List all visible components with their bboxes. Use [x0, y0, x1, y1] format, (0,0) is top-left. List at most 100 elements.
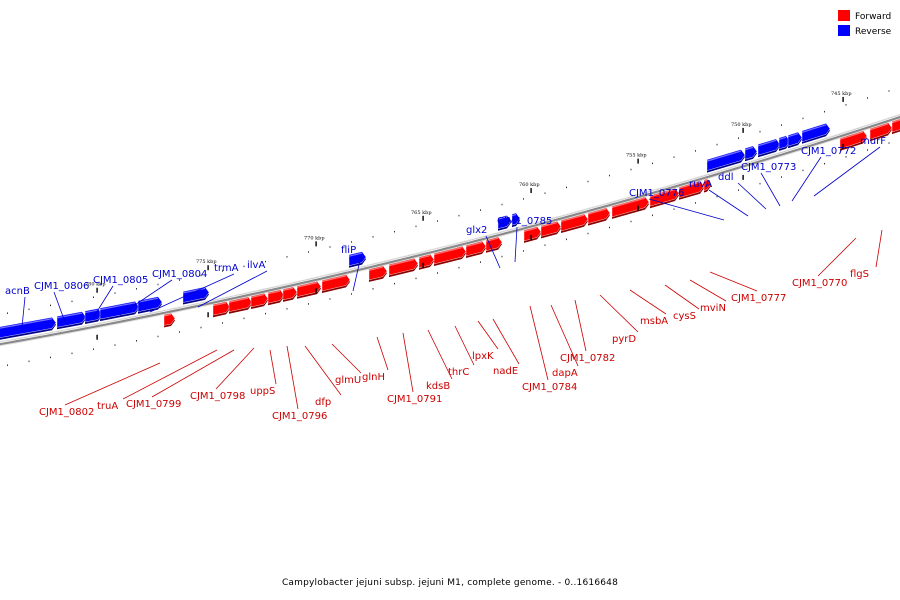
leader-line-cjm1-0798 — [215, 347, 255, 390]
minor-tick-upper — [458, 214, 460, 217]
forward-gene-cjm1-0796: CJM1_0796 — [272, 411, 327, 422]
reverse-gene-block-12 — [778, 135, 791, 151]
gene-highlight — [433, 246, 463, 256]
leader-line-cjm1-0784 — [529, 305, 549, 381]
gene-highlight — [418, 254, 431, 259]
gene-labels: acnB CJM1_0806 CJM1_0805 CJM1_0804 trmA ilvA f… — [5, 136, 886, 422]
scale-tick-750-kbp-lower — [742, 174, 744, 180]
scale-tick-780-kbp-lower — [96, 334, 98, 340]
forward-gene-cyss: cysS — [673, 311, 696, 322]
reverse-gene-cjm1-0806: CJM1_0806 — [34, 281, 89, 292]
leader-line-upps — [269, 349, 277, 385]
minor-tick-upper — [867, 97, 868, 99]
minor-tick-lower — [415, 277, 417, 280]
gene-highlight — [869, 123, 889, 131]
gene-label-cjm1-0796: CJM1_0796 — [272, 411, 327, 422]
gene-label-glmu: glmU — [335, 375, 361, 386]
minor-tick-upper — [695, 150, 696, 152]
minor-tick-upper — [329, 246, 331, 248]
genome-backbone — [0, 113, 900, 347]
reverse-gene-flip: fliP — [341, 245, 356, 256]
leader-line-cjm1-0785 — [514, 226, 518, 263]
leader-line-flgs — [875, 229, 883, 268]
minor-tick-lower — [157, 335, 159, 338]
gene-label-cjm1-0802: CJM1_0802 — [39, 407, 94, 418]
gene-label-cjm1-0785: CJM1_0785 — [497, 216, 552, 227]
gene-highlight — [649, 188, 676, 198]
forward-gene-block-5 — [282, 286, 298, 302]
minor-tick-upper — [587, 180, 589, 183]
forward-gene-cjm1-0798: CJM1_0798 — [190, 391, 245, 402]
gene-label-mvin: mviN — [700, 303, 726, 314]
reverse-gene-cjm1-0804: CJM1_0804 — [152, 269, 207, 280]
gene-label-nade: nadE — [493, 366, 518, 377]
forward-gene-cjm1-0777: CJM1_0777 — [731, 293, 786, 304]
gene-label-cjm1-0776: CJM1_0776 — [629, 188, 684, 199]
leader-line-cyss — [664, 284, 700, 310]
leader-line-cjm1-0791 — [402, 332, 414, 393]
gene-body — [497, 215, 512, 229]
minor-tick-upper — [372, 236, 374, 238]
leader-line-dapa — [550, 304, 579, 367]
scale-tick-760-kbp-upper — [530, 188, 532, 194]
gene-body — [706, 149, 746, 171]
minor-tick-upper — [265, 260, 266, 263]
reverse-gene-block-0 — [0, 317, 57, 340]
gene-label-trua: truA — [97, 401, 118, 412]
leader-line-cjm1-0770 — [817, 237, 857, 277]
forward-gene-mvin: mviN — [700, 303, 726, 314]
leader-line-murf — [813, 146, 881, 197]
gene-body — [787, 131, 803, 147]
gene-label-kdsb: kdsB — [426, 381, 450, 392]
reverse-gene-cjm1-0773: CJM1_0773 — [741, 162, 796, 173]
leader-line-cjm1-0777 — [709, 271, 758, 292]
forward-gene-block-24 — [891, 118, 900, 135]
gene-label-thrc: thrC — [448, 367, 469, 378]
forward-gene-cjm1-0799: CJM1_0799 — [126, 399, 181, 410]
minor-tick-upper — [351, 241, 352, 243]
minor-tick-lower — [114, 344, 116, 346]
minor-tick-upper — [824, 110, 825, 113]
gene-label-trma: trmA — [214, 263, 239, 274]
scale-tick-770-kbp-upper — [315, 241, 317, 247]
gene-highlight — [368, 266, 384, 272]
gene-label-glx2: glx2 — [466, 225, 487, 236]
gene-highlight — [84, 309, 99, 314]
scale-tick-765-kbp-lower — [422, 262, 424, 268]
gene-body — [891, 118, 900, 133]
legend-forward-swatch — [838, 10, 850, 21]
reverse-gene-block-9 — [706, 149, 746, 173]
reverse-gene-block-11 — [757, 138, 781, 158]
forward-gene-dapa: dapA — [552, 368, 578, 379]
minor-tick-upper — [523, 198, 524, 200]
gene-label-cjm1-0804: CJM1_0804 — [152, 269, 207, 280]
forward-gene-block-2 — [228, 296, 253, 314]
gene-highlight — [523, 227, 538, 232]
gene-label-msba: msbA — [640, 316, 668, 327]
minor-tick-upper — [308, 251, 309, 253]
minor-tick-lower — [136, 340, 137, 342]
minor-tick-lower — [845, 156, 847, 158]
legend: Forward Reverse — [838, 10, 892, 37]
scale-ticks: 745 kbp 750 kbp 755 kbp 760 kbp 765 kbp 770 k… — [7, 90, 890, 366]
gene-highlight — [296, 282, 318, 288]
forward-gene-cjm1-0782: CJM1_0782 — [560, 353, 615, 364]
gene-label-cjm1-0798: CJM1_0798 — [190, 391, 245, 402]
scale-tick-765-kbp-upper — [422, 215, 424, 221]
minor-tick-lower — [243, 317, 245, 320]
minor-tick-lower — [7, 364, 8, 366]
legend-reverse-label: Reverse — [855, 27, 892, 37]
scale-tick-770-kbp-lower — [315, 288, 317, 294]
minor-tick-upper — [759, 130, 761, 133]
leader-line-nade — [492, 318, 520, 365]
minor-tick-lower — [28, 360, 30, 363]
leader-line-msba — [629, 289, 667, 315]
reverse-gene-block-2 — [84, 308, 103, 324]
forward-gene-block-12 — [465, 240, 487, 258]
minor-tick-upper — [566, 186, 567, 189]
forward-gene-cjm1-0802: CJM1_0802 — [39, 407, 94, 418]
minor-tick-lower — [544, 244, 546, 246]
gene-label-flip: fliP — [341, 245, 356, 256]
gene-label-flgs: flgS — [850, 269, 869, 280]
scale-tick-770-kbp-label: 770 kbp — [304, 235, 325, 241]
